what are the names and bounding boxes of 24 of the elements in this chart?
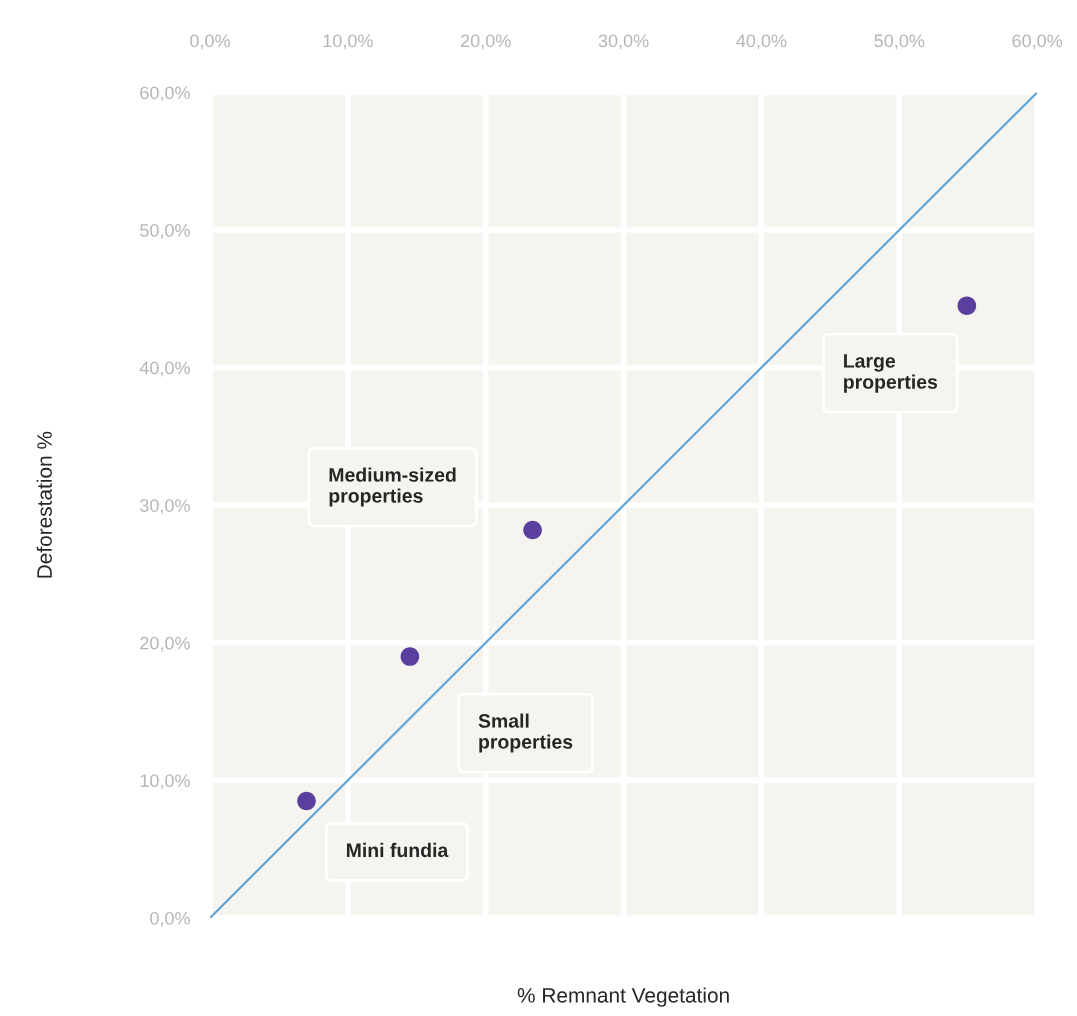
y-tick-label: 50,0%: [140, 223, 190, 239]
annotation: Medium-sized properties: [329, 467, 456, 507]
x-tick-label: 10,0%: [323, 34, 373, 50]
x-tick-label: 50,0%: [874, 34, 925, 50]
annotation: Large properties: [844, 354, 938, 393]
point: [400, 647, 420, 666]
y-tick-label: 10,0%: [140, 774, 190, 790]
annotation: Small properties: [478, 713, 573, 753]
point: [957, 296, 977, 316]
x-tick-label: 60,0%: [1012, 34, 1063, 50]
x-tick-label: 30,0%: [598, 34, 649, 50]
x-axis-title: % Remnant Vegetation: [517, 987, 729, 1007]
y-tick-label: 60,0%: [140, 86, 190, 102]
annotation: Mini fundia: [346, 842, 449, 858]
y-axis-title: Deforestation %: [36, 431, 52, 578]
point: [297, 791, 316, 811]
x-tick-label: 40,0%: [736, 34, 787, 50]
y-tick-label: 30,0%: [140, 499, 190, 515]
x-tick-label: 20,0%: [461, 34, 511, 50]
x-tick-label: 0,0%: [190, 34, 230, 50]
point: [523, 520, 542, 540]
y-tick-label: 0,0%: [150, 911, 190, 927]
y-tick-label: 40,0%: [139, 361, 190, 377]
y-tick-label: 20,0%: [140, 636, 190, 652]
